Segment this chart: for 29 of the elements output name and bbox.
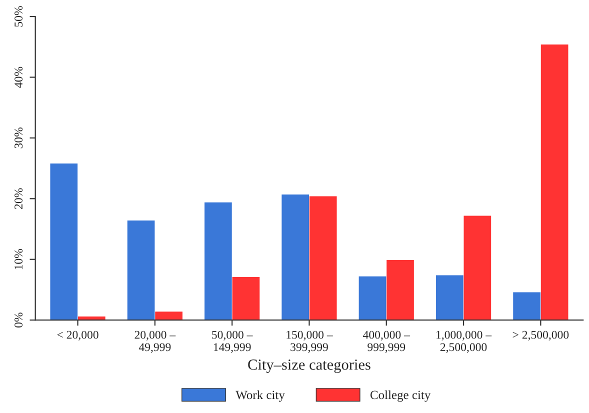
y-tick-label: 0%: [14, 312, 23, 328]
legend-label: Work city: [236, 390, 285, 402]
bar: [513, 292, 540, 320]
bar: [282, 194, 310, 320]
y-tick-label: 20%: [14, 188, 23, 209]
x-tick-label: > 2,500,000: [512, 330, 569, 340]
bar: [127, 220, 155, 320]
x-tick-label: 1,000,000 – 2,500,000: [436, 330, 492, 353]
x-tick-label: 150,000 – 399,999: [286, 330, 333, 353]
x-tick-label: 50,000 – 149,999: [212, 330, 253, 353]
bar: [436, 275, 464, 320]
bar: [155, 312, 182, 320]
bar: [204, 202, 232, 320]
x-tick-label: 20,000 – 49,999: [134, 330, 176, 353]
y-tick-label: 30%: [14, 128, 23, 148]
bar: [232, 277, 260, 320]
bar: [309, 196, 337, 320]
bar: [358, 276, 386, 320]
x-axis-title: City–size categories: [248, 360, 370, 373]
bar: [50, 163, 78, 320]
y-tick-label: 50%: [14, 6, 23, 27]
x-tick-label: < 20,000: [57, 330, 98, 340]
y-tick-label: 40%: [14, 66, 23, 88]
bar: [464, 216, 492, 320]
bar: [386, 260, 414, 320]
bar: [540, 44, 568, 320]
legend-label: College city: [370, 390, 431, 402]
x-tick-label: 400,000 – 999,999: [362, 330, 410, 353]
y-tick-label: 10%: [14, 248, 23, 270]
